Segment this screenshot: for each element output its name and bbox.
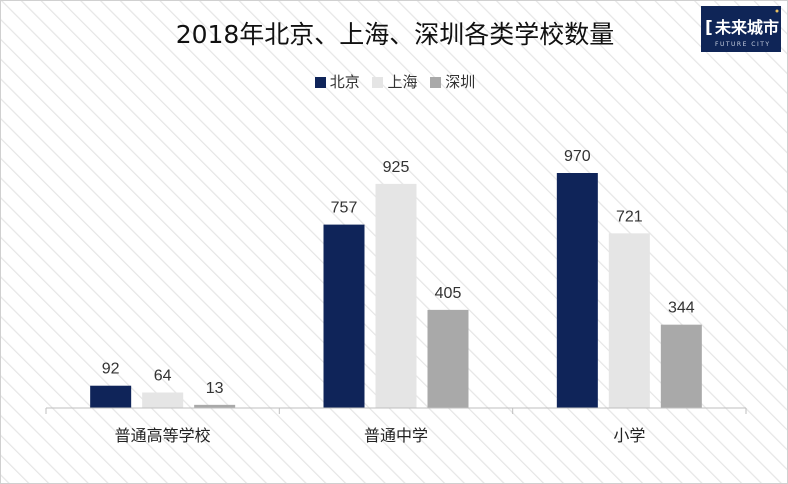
data-label-beijing-1: 757 bbox=[331, 200, 358, 217]
bar-shenzhen-1 bbox=[427, 309, 469, 408]
bar-beijing-2 bbox=[556, 173, 598, 408]
chart-title: 2018年北京、上海、深圳各类学校数量 bbox=[175, 20, 615, 49]
logo-text: 未来城市 bbox=[714, 18, 779, 37]
data-label-shenzhen-2: 344 bbox=[668, 300, 695, 317]
legend-item-beijing: 北京 bbox=[314, 71, 360, 92]
category-label-2: 小学 bbox=[613, 426, 645, 445]
category-label-1: 普通中学 bbox=[364, 426, 428, 445]
bar-shanghai-2 bbox=[608, 233, 650, 408]
svg-text:[: [ bbox=[705, 18, 713, 38]
data-label-beijing-2: 970 bbox=[564, 148, 591, 165]
bar-shenzhen-0 bbox=[194, 404, 236, 408]
bar-shanghai-1 bbox=[375, 183, 417, 408]
bar-shanghai-0 bbox=[142, 392, 184, 408]
data-label-shanghai-2: 721 bbox=[616, 208, 643, 225]
legend-swatch-beijing bbox=[314, 77, 326, 88]
legend-item-shanghai: 上海 bbox=[372, 71, 418, 92]
legend-label-beijing: 北京 bbox=[329, 73, 360, 91]
bar-shenzhen-2 bbox=[660, 324, 702, 408]
category-label-0: 普通高等学校 bbox=[115, 426, 211, 445]
bar-beijing-1 bbox=[323, 224, 365, 408]
chart-legend: 北京 上海 深圳 bbox=[1, 71, 787, 92]
legend-label-shenzhen: 深圳 bbox=[445, 73, 476, 91]
data-label-shanghai-0: 64 bbox=[154, 367, 172, 384]
legend-swatch-shenzhen bbox=[430, 77, 442, 88]
legend-item-shenzhen: 深圳 bbox=[430, 71, 475, 92]
data-label-beijing-0: 92 bbox=[102, 361, 120, 378]
future-city-logo: [ 未来城市 FUTURE CITY bbox=[701, 6, 781, 52]
legend-swatch-shanghai bbox=[372, 77, 384, 88]
data-label-shenzhen-0: 13 bbox=[206, 380, 224, 397]
data-label-shenzhen-1: 405 bbox=[435, 285, 462, 302]
logo-subtext: FUTURE CITY bbox=[715, 41, 771, 48]
bar-beijing-0 bbox=[90, 385, 132, 408]
data-label-shanghai-1: 925 bbox=[383, 159, 410, 176]
legend-label-shanghai: 上海 bbox=[387, 73, 418, 91]
